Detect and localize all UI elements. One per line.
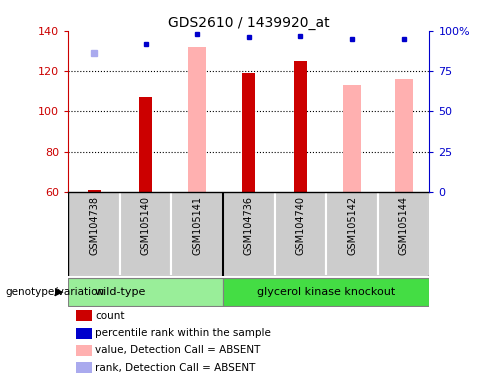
Text: GSM104736: GSM104736 <box>244 196 254 255</box>
Bar <box>188 47 206 192</box>
Bar <box>68 278 223 306</box>
Bar <box>294 61 307 192</box>
Text: GSM105142: GSM105142 <box>347 196 357 255</box>
Bar <box>343 85 361 192</box>
Bar <box>171 192 223 276</box>
Text: GSM104738: GSM104738 <box>89 196 99 255</box>
Text: percentile rank within the sample: percentile rank within the sample <box>96 328 271 338</box>
Text: ▶: ▶ <box>55 287 63 297</box>
Bar <box>326 192 378 276</box>
Text: glycerol kinase knockout: glycerol kinase knockout <box>257 287 395 297</box>
Bar <box>223 278 429 306</box>
Text: rank, Detection Call = ABSENT: rank, Detection Call = ABSENT <box>96 362 256 373</box>
Bar <box>76 345 92 356</box>
Bar <box>68 192 120 276</box>
Bar <box>275 192 326 276</box>
Text: genotype/variation: genotype/variation <box>5 287 104 297</box>
Bar <box>76 362 92 373</box>
Bar <box>88 190 101 192</box>
Text: wild-type: wild-type <box>94 287 145 297</box>
Text: value, Detection Call = ABSENT: value, Detection Call = ABSENT <box>96 345 261 356</box>
Bar <box>243 73 255 192</box>
Bar <box>76 328 92 339</box>
Bar <box>223 192 275 276</box>
Title: GDS2610 / 1439920_at: GDS2610 / 1439920_at <box>168 16 330 30</box>
Text: GSM105144: GSM105144 <box>399 196 408 255</box>
Bar <box>139 97 152 192</box>
Bar <box>120 192 171 276</box>
Bar <box>378 192 429 276</box>
Text: count: count <box>96 311 125 321</box>
Text: GSM105141: GSM105141 <box>192 196 203 255</box>
Bar <box>395 79 413 192</box>
Bar <box>76 310 92 321</box>
Text: GSM105140: GSM105140 <box>141 196 151 255</box>
Text: GSM104740: GSM104740 <box>295 196 305 255</box>
